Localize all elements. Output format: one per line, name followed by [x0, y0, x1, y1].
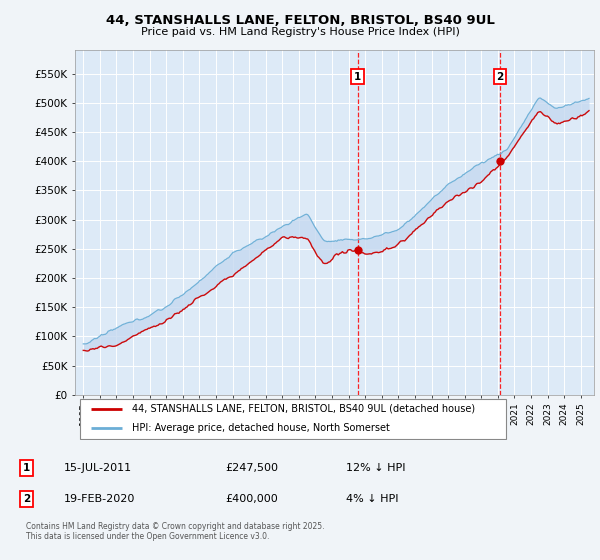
Text: 4% ↓ HPI: 4% ↓ HPI	[346, 494, 398, 504]
Text: 44, STANSHALLS LANE, FELTON, BRISTOL, BS40 9UL: 44, STANSHALLS LANE, FELTON, BRISTOL, BS…	[106, 14, 494, 27]
FancyBboxPatch shape	[80, 399, 506, 439]
Text: Price paid vs. HM Land Registry's House Price Index (HPI): Price paid vs. HM Land Registry's House …	[140, 27, 460, 37]
Text: 1: 1	[354, 72, 361, 82]
Text: £400,000: £400,000	[225, 494, 278, 504]
Text: 1: 1	[23, 463, 30, 473]
Text: Contains HM Land Registry data © Crown copyright and database right 2025.
This d: Contains HM Land Registry data © Crown c…	[26, 522, 325, 541]
Text: 44, STANSHALLS LANE, FELTON, BRISTOL, BS40 9UL (detached house): 44, STANSHALLS LANE, FELTON, BRISTOL, BS…	[132, 404, 475, 414]
Text: £247,500: £247,500	[225, 463, 278, 473]
Text: 2: 2	[23, 494, 30, 504]
Text: 12% ↓ HPI: 12% ↓ HPI	[346, 463, 406, 473]
Text: HPI: Average price, detached house, North Somerset: HPI: Average price, detached house, Nort…	[132, 423, 390, 433]
Text: 19-FEB-2020: 19-FEB-2020	[64, 494, 135, 504]
Text: 2: 2	[496, 72, 503, 82]
Text: 15-JUL-2011: 15-JUL-2011	[64, 463, 132, 473]
